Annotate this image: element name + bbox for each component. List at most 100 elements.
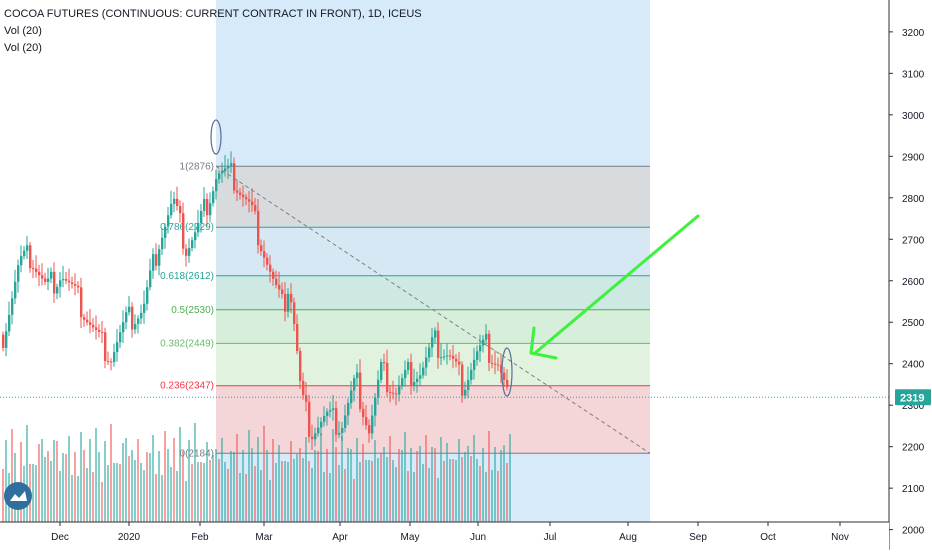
candle-body bbox=[119, 332, 122, 343]
volume-bar bbox=[50, 461, 52, 522]
candle-body bbox=[452, 355, 455, 359]
volume-bar bbox=[227, 469, 229, 522]
volume-bar bbox=[152, 435, 154, 522]
volume-bar bbox=[95, 428, 97, 522]
candle-body bbox=[44, 278, 47, 282]
candle-body bbox=[404, 370, 407, 379]
fib-zone bbox=[216, 227, 650, 276]
candle-body bbox=[101, 331, 104, 333]
volume-bar bbox=[191, 464, 193, 522]
candle-body bbox=[299, 350, 302, 381]
time-tick-label: Sep bbox=[689, 532, 707, 543]
candle-body bbox=[311, 436, 314, 440]
candle-body bbox=[419, 375, 422, 379]
candle-body bbox=[122, 322, 125, 333]
candle-body bbox=[110, 361, 113, 363]
volume-bar bbox=[332, 429, 334, 522]
candle-body bbox=[422, 367, 425, 376]
candle-body bbox=[197, 223, 200, 233]
volume-bar bbox=[449, 459, 451, 522]
candle-body bbox=[491, 362, 494, 364]
candle-body bbox=[290, 293, 293, 303]
volume-bar bbox=[311, 468, 313, 522]
candle-body bbox=[275, 278, 278, 286]
candle-body bbox=[158, 249, 161, 266]
candle-body bbox=[407, 361, 410, 371]
volume-bar bbox=[473, 435, 475, 522]
candle-body bbox=[377, 379, 380, 398]
volume-bar bbox=[86, 468, 88, 522]
candle-body bbox=[173, 198, 176, 204]
volume-bar bbox=[269, 480, 271, 522]
volume-bar bbox=[113, 463, 115, 522]
candle-body bbox=[464, 389, 467, 396]
candle-body bbox=[362, 408, 365, 418]
candle-body bbox=[95, 327, 98, 330]
volume-bar bbox=[350, 449, 352, 522]
time-tick-label: Aug bbox=[619, 532, 637, 543]
tradingview-logo-icon[interactable] bbox=[4, 482, 32, 510]
volume-bar bbox=[365, 460, 367, 522]
candle-body bbox=[188, 248, 191, 256]
candle-body bbox=[221, 170, 224, 174]
candle-body bbox=[236, 190, 239, 193]
volume-bar bbox=[491, 470, 493, 522]
candle-body bbox=[155, 254, 158, 266]
volume-bar bbox=[236, 434, 238, 522]
candle-body bbox=[227, 165, 230, 169]
fib-zone bbox=[216, 385, 650, 454]
candle-body bbox=[239, 192, 242, 195]
volume-bar bbox=[56, 441, 58, 522]
candle-body bbox=[458, 361, 461, 365]
candle-body bbox=[2, 334, 5, 348]
volume-bar bbox=[167, 449, 169, 522]
candle-body bbox=[428, 347, 431, 358]
candle-body bbox=[254, 205, 257, 212]
current-price-badge bbox=[895, 389, 931, 406]
candle-body bbox=[89, 322, 92, 325]
candle-body bbox=[476, 351, 479, 360]
time-tick-label: May bbox=[401, 532, 420, 543]
volume-bar bbox=[203, 463, 205, 522]
volume-bar bbox=[278, 445, 280, 522]
volume-bar bbox=[68, 436, 70, 522]
volume-indicator-2[interactable]: Vol (20) bbox=[4, 42, 42, 54]
volume-bar bbox=[212, 455, 214, 522]
volume-bar bbox=[431, 447, 433, 522]
candle-body bbox=[185, 248, 188, 256]
current-marker-ellipse bbox=[501, 347, 513, 397]
volume-bar bbox=[344, 469, 346, 522]
volume-bar bbox=[416, 451, 418, 522]
candle-body bbox=[503, 372, 506, 380]
volume-bar bbox=[419, 446, 421, 522]
candle-body bbox=[149, 270, 152, 288]
candle-body bbox=[23, 250, 26, 257]
volume-bar bbox=[338, 465, 340, 522]
volume-bar bbox=[143, 470, 145, 522]
candle-body bbox=[212, 191, 215, 204]
volume-indicator-1[interactable]: Vol (20) bbox=[4, 25, 42, 37]
symbol-title[interactable]: COCOA FUTURES (CONTINUOUS: CURRENT CONTR… bbox=[4, 8, 422, 20]
time-tick-label: Nov bbox=[831, 532, 849, 543]
candle-body bbox=[332, 408, 335, 410]
volume-bar bbox=[326, 449, 328, 522]
volume-bar bbox=[434, 448, 436, 522]
volume-bar bbox=[254, 466, 256, 522]
candle-body bbox=[224, 168, 227, 171]
volume-bar bbox=[455, 460, 457, 522]
volume-bar bbox=[392, 460, 394, 522]
volume-bar bbox=[53, 440, 55, 522]
volume-bar bbox=[134, 460, 136, 522]
candle-body bbox=[356, 372, 359, 379]
candle-body bbox=[485, 333, 488, 340]
volume-bar bbox=[482, 448, 484, 522]
volume-bar bbox=[116, 463, 118, 522]
candle-body bbox=[86, 319, 89, 323]
price-tick-label: 2400 bbox=[902, 360, 925, 371]
volume-bar bbox=[290, 441, 292, 522]
volume-bar bbox=[467, 446, 469, 522]
volume-bar bbox=[500, 450, 502, 522]
volume-bar bbox=[476, 459, 478, 522]
